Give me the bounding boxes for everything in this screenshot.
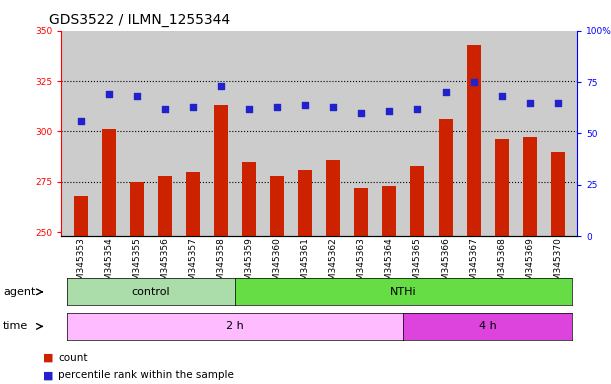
Bar [439,119,453,236]
Bar [242,162,256,236]
Bar [382,186,397,236]
Point [469,79,478,85]
Text: 2 h: 2 h [226,321,244,331]
Text: 4 h: 4 h [479,321,497,331]
Bar [495,139,508,236]
Point [328,104,338,110]
Bar [551,152,565,236]
Text: ■: ■ [43,370,53,380]
Text: count: count [58,353,87,363]
Text: percentile rank within the sample: percentile rank within the sample [58,370,234,380]
Point [553,99,563,106]
Bar [158,176,172,236]
Point [384,108,394,114]
Point [441,89,450,95]
Point [525,99,535,106]
Text: time: time [3,321,28,331]
Point [244,106,254,112]
Point [160,106,170,112]
Bar [102,129,116,236]
Point [132,93,142,99]
Text: agent: agent [3,287,35,297]
Bar [354,188,368,236]
Point [497,93,507,99]
Point [104,91,114,98]
Point [356,110,366,116]
Bar [467,45,481,236]
Text: ■: ■ [43,353,53,363]
Bar [411,166,425,236]
Bar [326,160,340,236]
Point [188,104,198,110]
Point [76,118,86,124]
Bar [298,170,312,236]
Text: control: control [131,287,170,297]
Point [412,106,422,112]
Bar [522,137,536,236]
Text: NTHi: NTHi [390,287,417,297]
Bar [186,172,200,236]
Bar [130,182,144,236]
Point [301,102,310,108]
Point [216,83,226,89]
Bar [270,176,284,236]
Text: GDS3522 / ILMN_1255344: GDS3522 / ILMN_1255344 [49,13,230,27]
Bar [74,196,88,236]
Bar [214,105,228,236]
Point [273,104,282,110]
